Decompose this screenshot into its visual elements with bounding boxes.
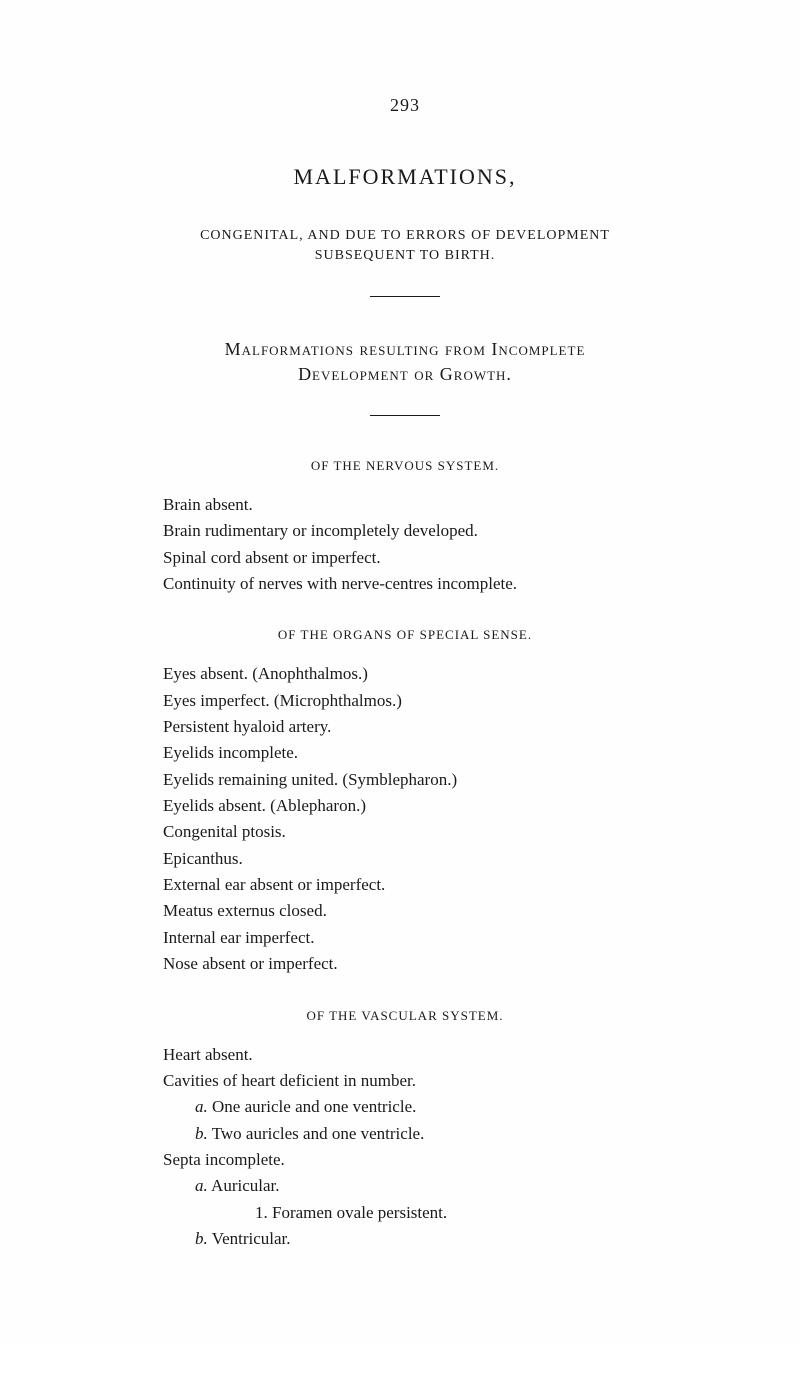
vascular-septa-a1: 1. Foramen ovale persistent. bbox=[125, 1200, 685, 1226]
main-title: MALFORMATIONS, bbox=[125, 164, 685, 190]
section-heading-line-2: Development or Growth. bbox=[125, 364, 685, 385]
organs-sense-item: Eyelids incomplete. bbox=[125, 740, 685, 766]
nervous-item: Continuity of nerves with nerve-centres … bbox=[125, 571, 685, 597]
vascular-septa-b: b. Ventricular. bbox=[125, 1226, 685, 1252]
subtitle-line-1: CONGENITAL, AND DUE TO ERRORS OF DEVELOP… bbox=[125, 228, 685, 244]
organs-sense-item: Eyelids absent. (Ablepharon.) bbox=[125, 793, 685, 819]
organs-sense-item: Persistent hyaloid artery. bbox=[125, 714, 685, 740]
vascular-cavities-a: a. One auricle and one ventricle. bbox=[125, 1094, 685, 1120]
item-prefix: b. bbox=[195, 1229, 208, 1248]
item-text: Two auricles and one ventricle. bbox=[208, 1124, 425, 1143]
vascular-heading: OF THE VASCULAR SYSTEM. bbox=[125, 1008, 685, 1024]
organs-sense-item: Congenital ptosis. bbox=[125, 819, 685, 845]
nervous-item: Brain absent. bbox=[125, 492, 685, 518]
organs-sense-item: External ear absent or imperfect. bbox=[125, 872, 685, 898]
section-heading-line-1: Malformations resulting from Incomplete bbox=[125, 339, 685, 360]
vascular-cavities: Cavities of heart deficient in number. bbox=[125, 1068, 685, 1094]
organs-sense-item: Meatus externus closed. bbox=[125, 898, 685, 924]
vascular-septa-a: a. Auricular. bbox=[125, 1173, 685, 1199]
organs-sense-item: Nose absent or imperfect. bbox=[125, 951, 685, 977]
vascular-section: OF THE VASCULAR SYSTEM. Heart absent. Ca… bbox=[125, 1008, 685, 1253]
organs-sense-item: Epicanthus. bbox=[125, 846, 685, 872]
item-prefix: b. bbox=[195, 1124, 208, 1143]
nervous-item: Brain rudimentary or incompletely develo… bbox=[125, 518, 685, 544]
divider-1 bbox=[370, 296, 440, 297]
organs-sense-item: Eyelids remaining united. (Symblepharon.… bbox=[125, 767, 685, 793]
organs-sense-heading: OF THE ORGANS OF SPECIAL SENSE. bbox=[125, 627, 685, 643]
item-text: Auricular. bbox=[208, 1176, 280, 1195]
nervous-item: Spinal cord absent or imperfect. bbox=[125, 545, 685, 571]
item-prefix: a. bbox=[195, 1097, 208, 1116]
organs-sense-item: Eyes imperfect. (Microphthalmos.) bbox=[125, 688, 685, 714]
vascular-cavities-b: b. Two auricles and one ventricle. bbox=[125, 1121, 685, 1147]
organs-sense-item: Internal ear imperfect. bbox=[125, 925, 685, 951]
organs-sense-section: OF THE ORGANS OF SPECIAL SENSE. Eyes abs… bbox=[125, 627, 685, 977]
page-number: 293 bbox=[125, 95, 685, 116]
item-prefix: a. bbox=[195, 1176, 208, 1195]
item-text: One auricle and one ventricle. bbox=[208, 1097, 417, 1116]
subtitle-line-2: SUBSEQUENT TO BIRTH. bbox=[125, 248, 685, 264]
vascular-heart-absent: Heart absent. bbox=[125, 1042, 685, 1068]
nervous-heading: OF THE NERVOUS SYSTEM. bbox=[125, 458, 685, 474]
organs-sense-item: Eyes absent. (Anophthalmos.) bbox=[125, 661, 685, 687]
vascular-septa: Septa incomplete. bbox=[125, 1147, 685, 1173]
divider-2 bbox=[370, 415, 440, 416]
nervous-system-section: OF THE NERVOUS SYSTEM. Brain absent. Bra… bbox=[125, 458, 685, 597]
document-page: 293 MALFORMATIONS, CONGENITAL, AND DUE T… bbox=[0, 0, 800, 1342]
item-text: Ventricular. bbox=[208, 1229, 291, 1248]
